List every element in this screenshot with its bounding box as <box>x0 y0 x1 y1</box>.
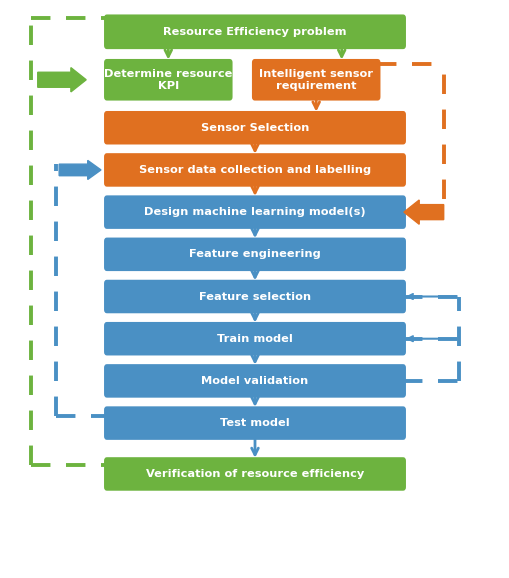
Text: Test model: Test model <box>220 418 289 428</box>
FancyBboxPatch shape <box>104 322 405 355</box>
FancyBboxPatch shape <box>104 111 405 144</box>
FancyBboxPatch shape <box>104 14 405 49</box>
FancyBboxPatch shape <box>104 364 405 398</box>
FancyBboxPatch shape <box>104 195 405 229</box>
Text: Feature engineering: Feature engineering <box>189 249 320 260</box>
FancyBboxPatch shape <box>104 406 405 440</box>
Text: Design machine learning model(s): Design machine learning model(s) <box>144 207 365 217</box>
FancyBboxPatch shape <box>104 280 405 313</box>
FancyBboxPatch shape <box>104 457 405 491</box>
Text: Sensor data collection and labelling: Sensor data collection and labelling <box>138 165 371 175</box>
Text: Model validation: Model validation <box>201 376 308 386</box>
FancyBboxPatch shape <box>104 153 405 187</box>
Text: Intelligent sensor
requirement: Intelligent sensor requirement <box>259 69 373 91</box>
Text: Verification of resource efficiency: Verification of resource efficiency <box>146 469 363 479</box>
FancyBboxPatch shape <box>104 59 232 101</box>
Text: Sensor Selection: Sensor Selection <box>201 123 308 133</box>
Text: Resource Efficiency problem: Resource Efficiency problem <box>163 27 346 37</box>
Text: Train model: Train model <box>217 334 292 344</box>
FancyArrow shape <box>38 68 86 92</box>
Text: Feature selection: Feature selection <box>199 291 310 302</box>
FancyBboxPatch shape <box>251 59 380 101</box>
Text: Determine resource
KPI: Determine resource KPI <box>104 69 232 91</box>
FancyArrow shape <box>59 161 101 179</box>
FancyBboxPatch shape <box>104 238 405 271</box>
FancyArrow shape <box>403 200 443 224</box>
